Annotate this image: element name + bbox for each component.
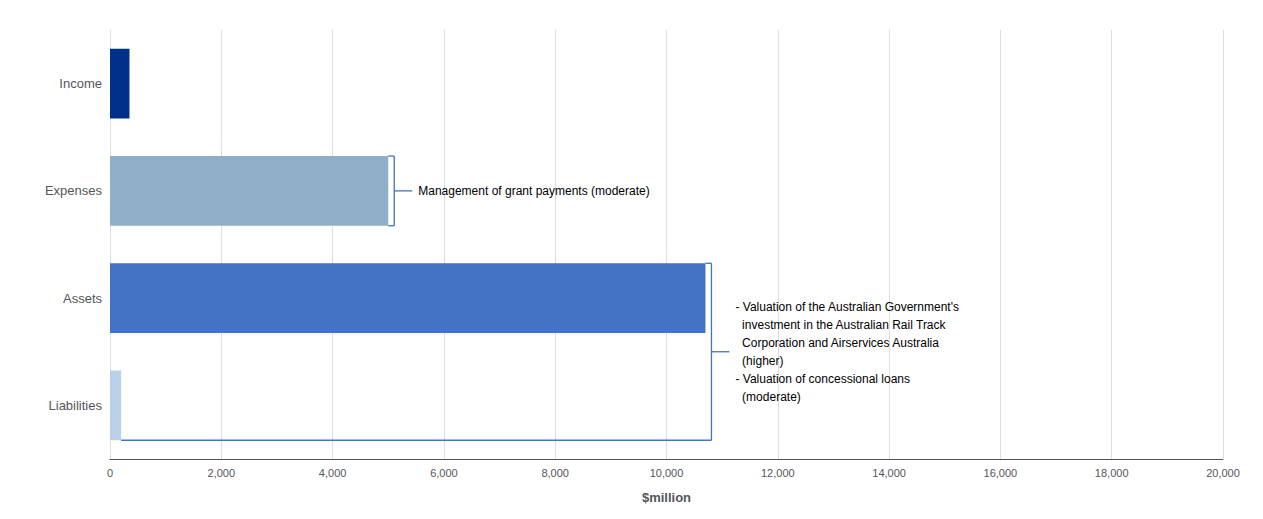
svg-text:8,000: 8,000	[541, 467, 569, 479]
svg-text:12,000: 12,000	[761, 467, 795, 479]
svg-text:Expenses: Expenses	[45, 183, 103, 198]
svg-text:20,000: 20,000	[1206, 467, 1240, 479]
svg-text:- Valuation of the Australian: - Valuation of the Australian Government…	[735, 300, 959, 314]
svg-text:6,000: 6,000	[430, 467, 458, 479]
svg-text:investment in the Australian R: investment in the Australian Rail Track	[735, 318, 946, 332]
svg-text:0: 0	[107, 467, 113, 479]
svg-text:Income: Income	[59, 76, 102, 91]
svg-text:$million: $million	[642, 490, 691, 505]
svg-text:Management of grant payments (: Management of grant payments (moderate)	[418, 184, 649, 198]
svg-text:16,000: 16,000	[984, 467, 1018, 479]
svg-text:18,000: 18,000	[1095, 467, 1129, 479]
svg-text:Liabilities: Liabilities	[49, 398, 103, 413]
svg-text:- Valuation of concessional lo: - Valuation of concessional loans	[735, 372, 910, 386]
svg-text:14,000: 14,000	[872, 467, 906, 479]
svg-text:Assets: Assets	[63, 291, 103, 306]
svg-text:10,000: 10,000	[650, 467, 684, 479]
svg-text:4,000: 4,000	[319, 467, 347, 479]
svg-text:(higher): (higher)	[735, 354, 783, 368]
svg-text:Corporation and Airservices Au: Corporation and Airservices Australia	[735, 336, 939, 350]
svg-text:2,000: 2,000	[208, 467, 236, 479]
svg-text:(moderate): (moderate)	[735, 390, 800, 404]
